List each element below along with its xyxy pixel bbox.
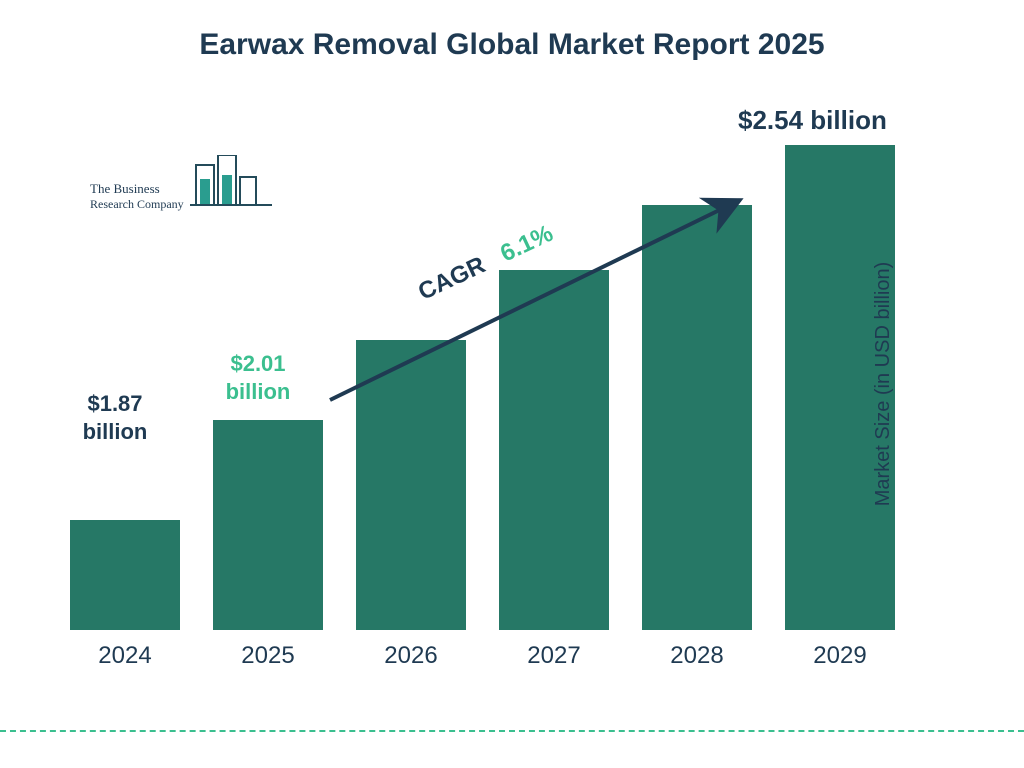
callout-2025-unit: billion: [226, 379, 291, 404]
callout-2025-value: $2.01: [230, 351, 285, 376]
bar-2025: [213, 420, 323, 630]
x-label-2026: 2026: [356, 642, 466, 670]
x-label-2028: 2028: [642, 642, 752, 670]
callout-2024-value: $1.87: [87, 391, 142, 416]
chart-title: Earwax Removal Global Market Report 2025: [0, 28, 1024, 62]
callout-2024-unit: billion: [83, 419, 148, 444]
bottom-dashed-divider: [0, 730, 1024, 732]
trend-arrow-icon: [320, 185, 760, 415]
callout-2025: $2.01 billion: [203, 350, 313, 405]
bar-2024: [70, 520, 180, 630]
x-label-2025: 2025: [213, 642, 323, 670]
x-label-2029: 2029: [785, 642, 895, 670]
x-label-2027: 2027: [499, 642, 609, 670]
x-label-2024: 2024: [70, 642, 180, 670]
callout-2024: $1.87 billion: [60, 390, 170, 445]
callout-2029: $2.54 billion: [738, 105, 887, 136]
y-axis-label: Market Size (in USD billion): [872, 262, 895, 507]
bar-chart: 2024 2025 2026 2027 2028 2029 $1.87 bill…: [70, 130, 930, 670]
